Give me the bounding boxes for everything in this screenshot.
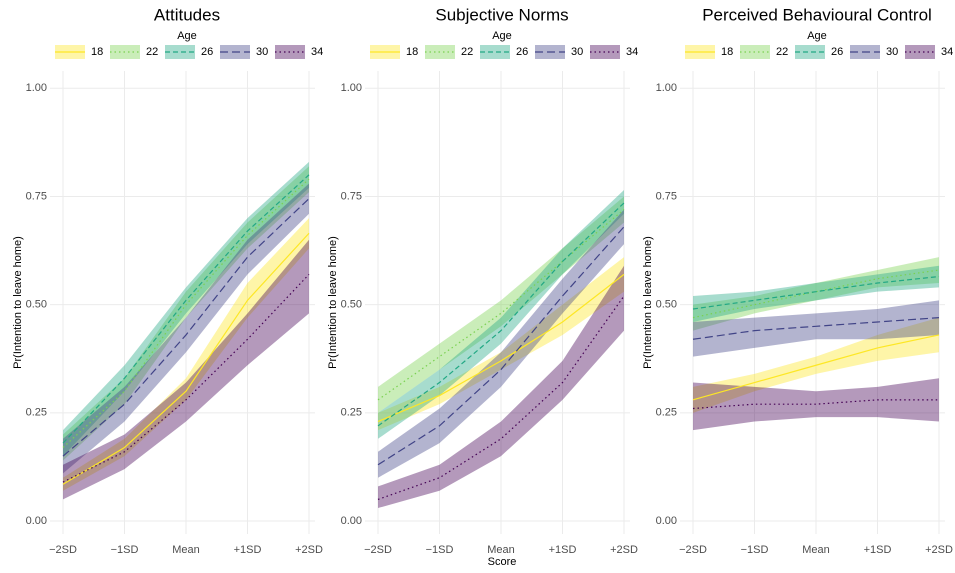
- y-tick-label: 0.00: [656, 515, 677, 527]
- confidence-band: [378, 257, 624, 431]
- confidence-band: [63, 161, 309, 457]
- confidence-band: [693, 300, 939, 357]
- series-line: [62, 198, 310, 457]
- y-tick-label: 0.75: [26, 190, 47, 202]
- y-axis-label: Pr(Intention to leave home): [327, 236, 339, 369]
- panel-title: Perceived Behavioural Control: [702, 5, 932, 24]
- y-tick-label: 0.25: [656, 407, 677, 419]
- legend-label: 30: [886, 46, 898, 58]
- x-axis-label: Score: [488, 556, 517, 568]
- panel: 0.00 0.25 0.50 0.75 1.00 −2SD −1SD Mean +1SD +2SD…: [327, 5, 638, 567]
- legend-label: 22: [461, 46, 473, 58]
- x-tick-label: Mean: [172, 544, 200, 556]
- legend-label: 26: [201, 46, 213, 58]
- x-tick-label: −1SD: [426, 544, 454, 556]
- panel-title: Attitudes: [154, 5, 220, 24]
- legend-label: 18: [721, 46, 733, 58]
- series-line: [377, 295, 625, 500]
- panel-title: Subjective Norms: [435, 5, 568, 24]
- legend-swatch: [795, 45, 825, 59]
- legend-title: Age: [492, 30, 512, 42]
- x-tick-label: Mean: [487, 544, 515, 556]
- panel: 0.00 0.25 0.50 0.75 1.00 −2SD −1SD Mean +1SD +2SD…: [12, 5, 323, 555]
- confidence-band: [378, 196, 624, 413]
- y-tick-label: 0.50: [26, 299, 47, 311]
- legend-label: 26: [516, 46, 528, 58]
- panel: 0.00 0.25 0.50 0.75 1.00 −2SD −1SD Mean +1SD +2SD…: [642, 5, 953, 555]
- x-tick-label: +2SD: [610, 544, 638, 556]
- x-tick-label: −1SD: [741, 544, 769, 556]
- y-tick-label: 0.00: [26, 515, 47, 527]
- series-line: [377, 202, 625, 427]
- legend-label: 18: [406, 46, 418, 58]
- series-line: [377, 226, 625, 466]
- series-line: [692, 334, 940, 401]
- series-line: [377, 209, 625, 401]
- x-tick-label: +1SD: [864, 544, 892, 556]
- y-tick-label: 0.75: [341, 190, 362, 202]
- legend-label: 30: [256, 46, 268, 58]
- y-tick-label: 0.25: [341, 407, 362, 419]
- y-axis-label: Pr(Intention to leave home): [642, 236, 654, 369]
- series-line: [692, 317, 940, 340]
- legend-swatch: [165, 45, 195, 59]
- series-line: [692, 399, 939, 410]
- confidence-band: [63, 218, 309, 491]
- y-tick-label: 0.75: [656, 190, 677, 202]
- confidence-band: [378, 265, 624, 509]
- y-tick-label: 0.50: [656, 299, 677, 311]
- y-tick-label: 1.00: [656, 82, 677, 94]
- x-tick-label: −2SD: [679, 544, 707, 556]
- y-tick-label: 0.25: [26, 407, 47, 419]
- legend-label: 34: [626, 46, 638, 58]
- confidence-band: [63, 166, 309, 461]
- confidence-band: [378, 209, 624, 478]
- legend-label: 22: [146, 46, 158, 58]
- legend-label: 18: [91, 46, 103, 58]
- x-tick-label: −2SD: [49, 544, 77, 556]
- series-line: [62, 178, 310, 448]
- legend-label: 30: [571, 46, 583, 58]
- confidence-band: [378, 189, 624, 439]
- series-line: [62, 232, 310, 485]
- y-tick-label: 0.00: [341, 515, 362, 527]
- confidence-band: [693, 257, 939, 331]
- legend-title: Age: [177, 30, 197, 42]
- series-line: [62, 174, 310, 444]
- legend-swatch: [480, 45, 510, 59]
- y-axis-label: Pr(Intention to leave home): [12, 236, 24, 369]
- x-tick-label: −2SD: [364, 544, 392, 556]
- series-line: [377, 273, 625, 423]
- legend-title: Age: [807, 30, 827, 42]
- confidence-band: [63, 183, 309, 474]
- x-tick-label: −1SD: [111, 544, 139, 556]
- series-line: [692, 275, 940, 310]
- y-tick-label: 0.50: [341, 299, 362, 311]
- confidence-band: [63, 239, 309, 500]
- y-tick-label: 1.00: [26, 82, 47, 94]
- legend-label: 34: [311, 46, 323, 58]
- x-tick-label: Mean: [802, 544, 830, 556]
- legend-label: 26: [831, 46, 843, 58]
- x-tick-label: +2SD: [295, 544, 323, 556]
- x-tick-label: +1SD: [234, 544, 262, 556]
- confidence-band: [693, 265, 939, 322]
- legend-label: 34: [941, 46, 953, 58]
- x-tick-label: +2SD: [925, 544, 953, 556]
- legend-label: 22: [776, 46, 788, 58]
- y-tick-label: 1.00: [341, 82, 362, 94]
- x-tick-label: +1SD: [549, 544, 577, 556]
- confidence-band: [693, 378, 939, 431]
- series-line: [692, 269, 940, 319]
- series-line: [62, 273, 310, 483]
